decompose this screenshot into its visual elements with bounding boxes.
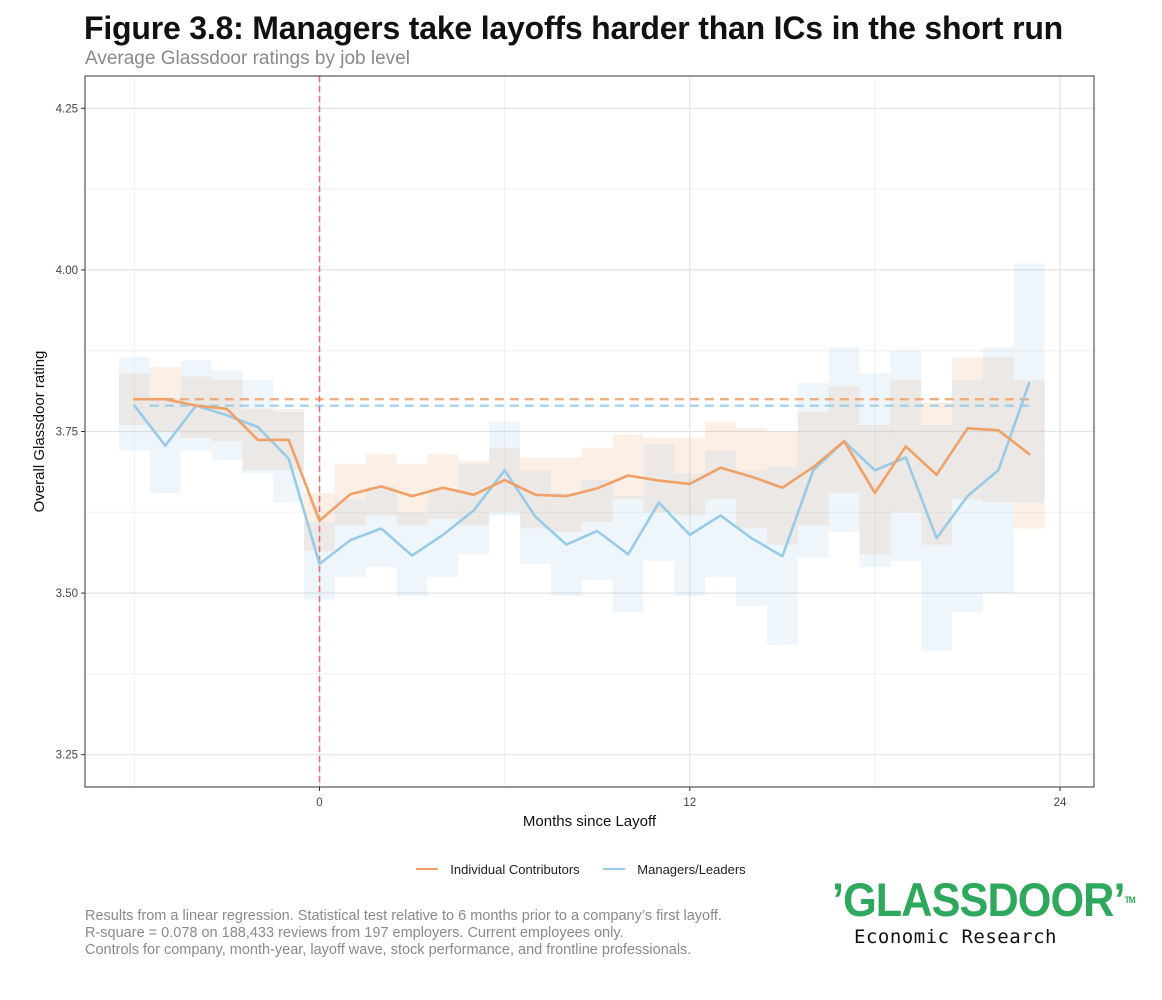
legend-item-ic: Individual Contributors <box>416 861 580 877</box>
legend-label-managers: Managers/Leaders <box>637 861 746 877</box>
y-tick-label: 4.25 <box>56 103 78 115</box>
y-tick-label: 4.00 <box>56 265 78 277</box>
y-tick-label: 3.75 <box>56 427 78 439</box>
managers-confidence-band <box>118 357 150 451</box>
ic-confidence-band <box>674 437 706 516</box>
footnote-line-3: Controls for company, month-year, layoff… <box>85 942 692 958</box>
footnote: Results from a linear regression. Statis… <box>85 908 722 959</box>
y-tick-label: 3.50 <box>56 588 78 600</box>
legend: Individual Contributors Managers/Leaders <box>0 858 1162 877</box>
ic-line <box>133 397 1031 523</box>
x-tick-label: 24 <box>1054 797 1067 809</box>
wordmark-text: ’GLASSDOOR’ <box>832 873 1126 926</box>
legend-swatch-managers <box>603 868 626 870</box>
chart-subtitle: Average Glassdoor ratings by job level <box>85 48 410 69</box>
ic-confidence-band <box>859 425 891 555</box>
y-axis-label: Overall Glassdoor rating <box>31 351 48 513</box>
glassdoor-logo: ’GLASSDOOR’TM Economic Research <box>832 874 1136 949</box>
series-lines <box>133 381 1031 566</box>
economic-research-label: Economic Research <box>854 926 1057 948</box>
ic-confidence-band <box>736 428 767 529</box>
managers-confidence-band <box>828 347 860 532</box>
ic-confidence-band <box>365 454 397 516</box>
legend-label-ic: Individual Contributors <box>450 861 580 877</box>
chart-title: Figure 3.8: Managers take layoffs harder… <box>84 10 1064 46</box>
trademark: TM <box>1124 895 1136 905</box>
managers-confidence-band <box>365 486 397 568</box>
managers-line <box>133 381 1031 566</box>
ic-confidence-band <box>643 437 675 513</box>
x-axis-label: Months since Layoff <box>523 813 657 830</box>
footnote-line-2: R-square = 0.078 on 188,433 reviews from… <box>85 925 624 941</box>
managers-confidence-band <box>489 421 521 516</box>
glassdoor-wordmark: ’GLASSDOOR’TM <box>832 874 1136 926</box>
footnote-line-1: Results from a linear regression. Statis… <box>85 908 722 924</box>
managers-confidence-band <box>334 499 366 577</box>
x-tick-label: 12 <box>683 797 696 809</box>
baselines <box>149 397 1030 407</box>
y-tick-label: 3.25 <box>56 750 78 762</box>
ic-confidence-band <box>612 434 644 500</box>
x-tick-label: 0 <box>316 797 322 809</box>
ic-confidence-band <box>705 421 737 500</box>
legend-item-managers: Managers/Leaders <box>603 861 746 877</box>
legend-swatch-ic <box>416 868 439 870</box>
axes: 3.25 3.50 3.75 4.00 4.25 0 12 24 Months since La… <box>31 103 1067 830</box>
ic-confidence-band <box>828 386 860 493</box>
